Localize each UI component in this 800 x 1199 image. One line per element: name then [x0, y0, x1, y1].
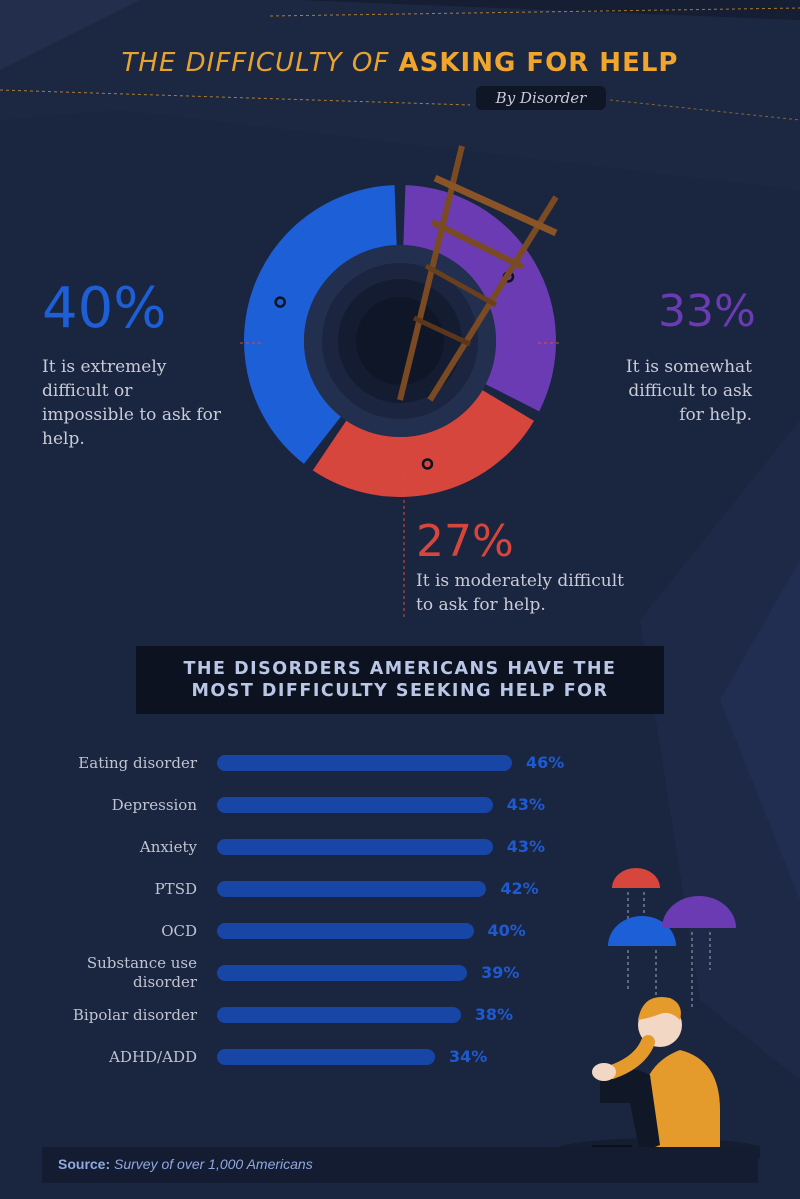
bar — [217, 881, 487, 897]
bar — [217, 797, 493, 813]
bar-value-label: 42% — [500, 879, 539, 898]
desc-somewhat-difficult: It is somewhat difficult to ask for help… — [626, 355, 752, 427]
bar-value-label: 39% — [481, 963, 520, 982]
segment-marker-dot — [274, 296, 286, 308]
donut-hole-ring — [356, 297, 444, 385]
bar — [217, 839, 493, 855]
segment-marker-dot — [421, 458, 434, 470]
desc-line: impossible to ask for — [42, 405, 222, 425]
bar-value-label: 46% — [526, 753, 565, 772]
bar-category-label: Eating disorder — [78, 753, 197, 772]
source-description: Survey of over 1,000 Americans — [114, 1156, 313, 1172]
bar-category-label: Depression — [111, 795, 197, 814]
banner-line-2: MOST DIFFICULTY SEEKING HELP FOR — [191, 681, 609, 701]
desc-line: difficult or — [42, 381, 133, 401]
segment-extremely-difficult — [244, 185, 397, 464]
rain-cloud-icon — [662, 896, 736, 1010]
bar-category-label: Substance use disorder — [86, 954, 197, 991]
source-footer: Source: Survey of over 1,000 Americans — [42, 1147, 758, 1183]
desc-extremely-difficult: It is extremely difficult or impossible … — [42, 355, 221, 451]
banner-title: THE DISORDERS AMERICANS HAVE THE MOST DI… — [136, 658, 664, 702]
desc-line: It is moderately difficult — [416, 571, 624, 591]
bar-value-label: 43% — [506, 795, 546, 814]
bar-category-label: Anxiety — [139, 837, 197, 856]
pct-moderately-difficult: 27% — [416, 516, 514, 567]
desc-line: to ask for help. — [416, 595, 546, 615]
bar-category-label: OCD — [161, 921, 197, 940]
pct-somewhat-difficult: 33% — [658, 286, 756, 337]
banner-line-1: THE DISORDERS AMERICANS HAVE THE — [183, 659, 617, 679]
desc-line: difficult to ask — [628, 381, 752, 401]
bar-value-label: 40% — [487, 921, 526, 940]
desc-moderately-difficult: It is moderately difficult to ask for he… — [416, 569, 624, 617]
pct-extremely-difficult: 40% — [42, 276, 167, 341]
desc-line: help. — [42, 429, 85, 449]
desc-line: It is extremely — [42, 357, 167, 377]
source-label: Source: — [58, 1156, 111, 1172]
desc-line: for help. — [679, 405, 752, 425]
bar — [217, 965, 468, 981]
bar — [217, 1049, 436, 1065]
rain-cloud-icon — [612, 868, 660, 920]
sad-person-illustration — [550, 868, 760, 1166]
bar-value-label: 34% — [449, 1047, 488, 1066]
title-part-2: ASKING FOR HELP — [398, 48, 679, 78]
donut-chart — [240, 145, 560, 620]
bar-value-label: 38% — [474, 1005, 513, 1024]
bar — [217, 923, 474, 939]
page-title: THE DIFFICULTY OF ASKING FOR HELP — [0, 48, 800, 78]
segment-moderately-difficult — [312, 390, 534, 497]
bar-category-label: PTSD — [154, 879, 197, 898]
bar-chart-title-banner: THE DISORDERS AMERICANS HAVE THE MOST DI… — [136, 646, 664, 714]
title-part-1: THE DIFFICULTY OF — [121, 48, 390, 78]
bar — [217, 755, 512, 771]
desc-line: It is somewhat — [625, 357, 752, 377]
ladder-illustration — [397, 145, 559, 402]
subtitle-badge: By Disorder — [476, 86, 606, 110]
bar-category-label: ADHD/ADD — [109, 1047, 197, 1066]
bar-category-label: Bipolar disorder — [72, 1005, 197, 1024]
bar — [217, 1007, 461, 1023]
rain-cloud-icon — [608, 916, 676, 1000]
bar-value-label: 43% — [506, 837, 546, 856]
source-text: Source: Survey of over 1,000 Americans — [58, 1156, 313, 1172]
